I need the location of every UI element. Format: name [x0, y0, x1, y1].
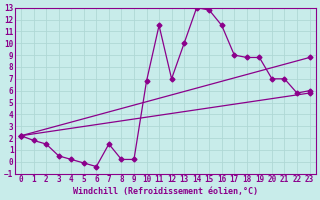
- X-axis label: Windchill (Refroidissement éolien,°C): Windchill (Refroidissement éolien,°C): [73, 187, 258, 196]
